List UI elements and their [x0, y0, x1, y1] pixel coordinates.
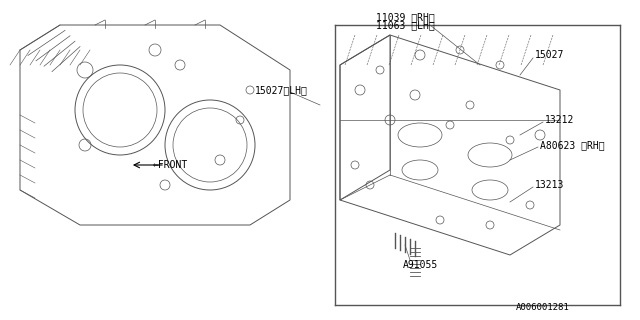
- Text: 11039 〈RH〉: 11039 〈RH〉: [376, 12, 435, 22]
- Text: A80623 〈RH〉: A80623 〈RH〉: [540, 140, 605, 150]
- Text: ⇐FRONT: ⇐FRONT: [152, 160, 188, 170]
- Text: 13213: 13213: [535, 180, 564, 190]
- Text: A006001281: A006001281: [516, 303, 570, 312]
- Text: 15027: 15027: [535, 50, 564, 60]
- Text: 11063 〈LH〉: 11063 〈LH〉: [376, 20, 435, 30]
- Text: 13212: 13212: [545, 115, 574, 125]
- Text: 15027〈LH〉: 15027〈LH〉: [255, 85, 308, 95]
- Text: A91055: A91055: [403, 260, 438, 270]
